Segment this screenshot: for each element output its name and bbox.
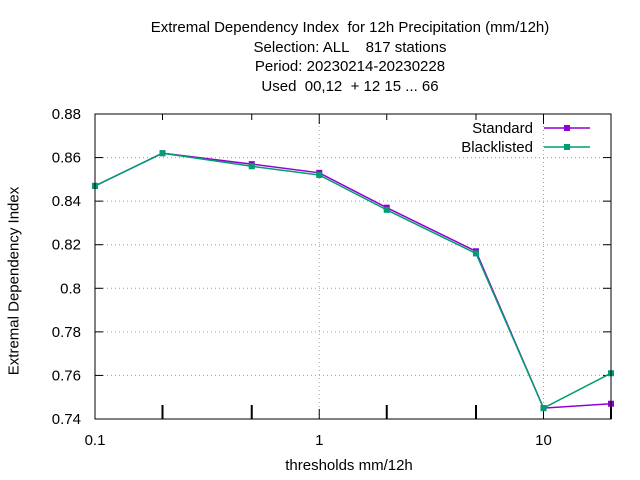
y-tick-label: 0.74 (52, 411, 81, 428)
legend-label: Standard (472, 120, 533, 137)
y-tick-label: 0.78 (52, 324, 81, 341)
y-tick-label: 0.82 (52, 237, 81, 254)
y-tick-label: 0.84 (52, 193, 81, 210)
y-tick-label: 0.86 (52, 150, 81, 167)
x-tick-label: 1 (315, 432, 323, 449)
title-line-4: Used 00,12 + 12 15 ... 66 (261, 77, 439, 95)
legend: Standard Blacklisted (461, 120, 590, 156)
grid-lines (95, 114, 611, 419)
data-point (316, 172, 323, 178)
series-line-blacklisted (94, 152, 612, 410)
plot-frame (94, 113, 612, 420)
chart-title: Extremal Dependency Index for 12h Precip… (0, 18, 640, 96)
series-line-standard (94, 152, 612, 409)
y-tick-label: 0.8 (60, 280, 81, 297)
x-axis-label: thresholds mm/12h (285, 457, 413, 474)
data-point (159, 150, 166, 157)
title-line-2: Selection: ALL 817 stations (253, 38, 447, 56)
y-tick-label: 0.76 (52, 367, 81, 384)
legend-swatch-marker (564, 125, 570, 131)
data-point (248, 163, 255, 170)
data-point (472, 250, 479, 257)
legend-label: Blacklisted (461, 139, 533, 156)
x-tick-label: 10 (535, 432, 552, 449)
title-line-1: Extremal Dependency Index for 12h Precip… (150, 19, 550, 36)
series-group (92, 150, 614, 412)
axis-ticks (94, 113, 612, 420)
data-point (383, 206, 390, 213)
title-line-3: Period: 20230214-20230228 (254, 58, 446, 75)
data-point (540, 405, 547, 412)
y-tick-label: 0.88 (52, 106, 81, 123)
tick-labels: 0.74 0.76 0.78 0.8 0.82 0.84 0.86 0.88 0.1 1 10 (52, 106, 552, 449)
legend-swatch-marker (564, 144, 570, 150)
x-tick-label: 0.1 (85, 432, 106, 449)
